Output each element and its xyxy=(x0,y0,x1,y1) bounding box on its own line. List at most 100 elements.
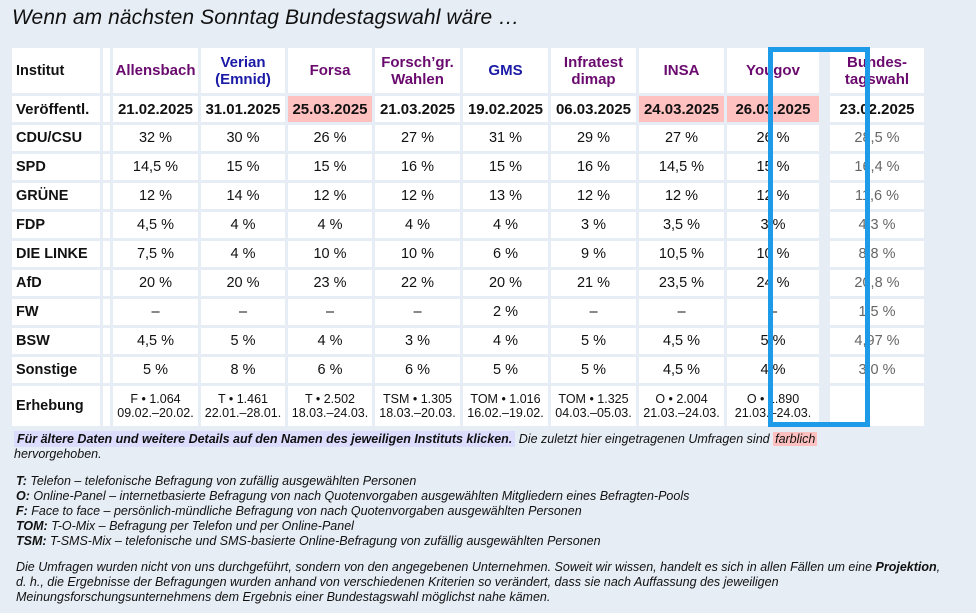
poll-value-text: 27 % xyxy=(664,130,699,146)
poll-value: 4 % xyxy=(463,212,548,238)
institute-link[interactable]: Allensbach xyxy=(113,62,198,79)
poll-value-text: – xyxy=(238,304,248,320)
poll-value-text: 12 % xyxy=(576,188,611,204)
date-label-text: Veröffentl. xyxy=(16,100,90,118)
institute-details-link[interactable]: Für ältere Daten und weitere Details auf… xyxy=(14,431,516,447)
poll-value: 6 % xyxy=(463,241,548,267)
party-name: GRÜNE xyxy=(12,183,100,209)
legend-text: Face to face – persönlich-mündliche Befr… xyxy=(31,504,582,518)
party-name: CDU/CSU xyxy=(12,125,100,151)
publication-date-text: 24.03.2025 xyxy=(643,100,720,118)
party-name-text: GRÜNE xyxy=(16,188,69,204)
poll-value: 12 % xyxy=(288,183,372,209)
poll-value-text: 3 % xyxy=(581,217,606,233)
erhebung-label: Erhebung xyxy=(12,386,100,426)
poll-value: 14,5 % xyxy=(639,154,724,180)
poll-value-text: 4,5 % xyxy=(136,333,175,349)
poll-value: 29 % xyxy=(551,125,636,151)
institute-link[interactable]: GMS xyxy=(463,62,548,79)
institute-header[interactable]: Verian (Emnid) xyxy=(201,48,285,93)
poll-value: 9 % xyxy=(551,241,636,267)
erhebung-method: T • 1.461 xyxy=(217,392,268,406)
result-header[interactable]: Bundes-tagswahl xyxy=(830,48,924,93)
publication-date-text: 21.02.2025 xyxy=(117,100,194,118)
institute-link[interactable]: Verian (Emnid) xyxy=(201,54,285,88)
institute-link[interactable]: Yougov xyxy=(727,62,819,79)
institute-header[interactable]: Infratest dimap xyxy=(551,48,636,93)
party-name-text: FW xyxy=(16,304,39,320)
poll-value: 2 % xyxy=(463,299,548,325)
legend-key: F: xyxy=(16,504,28,518)
poll-value-text: 14,5 % xyxy=(658,159,705,175)
poll-value-text: 4 % xyxy=(760,362,786,378)
institute-header[interactable]: Yougov xyxy=(727,48,819,93)
party-name: SPD xyxy=(12,154,100,180)
poll-value-text: 12 % xyxy=(756,188,790,204)
poll-value: 3 % xyxy=(727,212,819,238)
poll-value-text: 12 % xyxy=(664,188,699,204)
header-row: Institut Allensbach Verian (Emnid) Forsa Fors… xyxy=(12,48,924,93)
poll-value-text: 29 % xyxy=(576,130,611,146)
poll-value-text: 12 % xyxy=(400,188,435,204)
publication-date: 06.03.2025 xyxy=(551,96,636,122)
poll-value-text: – xyxy=(151,304,160,320)
poll-value-text: 5 % xyxy=(143,362,168,378)
result-name-line1: Bundes- xyxy=(847,53,907,71)
note-highlight-word: farblich xyxy=(773,432,818,446)
separator-cell xyxy=(103,154,110,180)
gap-cell xyxy=(822,299,827,325)
poll-value: 10 % xyxy=(727,241,819,267)
publication-date-text: 26.03.2025 xyxy=(735,100,811,118)
erhebung-info: T • 1.461 22.01.–28.01. xyxy=(201,386,285,426)
institute-header[interactable]: GMS xyxy=(463,48,548,93)
legend-item: O: Online-Panel – internetbasierte Befra… xyxy=(16,489,689,504)
institute-header[interactable]: Forsch’gr. Wahlen xyxy=(375,48,460,93)
poll-value: 3 % xyxy=(375,328,460,354)
separator-cell xyxy=(103,125,110,151)
institute-name-line1: Yougov xyxy=(746,62,800,79)
poll-value: 15 % xyxy=(727,154,819,180)
poll-value-text: – xyxy=(768,304,778,320)
poll-value-text: 12 % xyxy=(138,188,173,204)
poll-value-text: 5 % xyxy=(493,362,518,378)
institute-header[interactable]: INSA xyxy=(639,48,724,93)
poll-value-text: 31 % xyxy=(488,130,523,146)
institute-link[interactable]: Forsch’gr. Wahlen xyxy=(375,54,460,88)
party-name-text: DIE LINKE xyxy=(16,246,88,262)
poll-value-text: – xyxy=(325,304,335,320)
erhebung-method: O • 1.890 xyxy=(746,392,800,406)
poll-value-text: 5 % xyxy=(581,362,606,378)
poll-value: 4,5 % xyxy=(113,212,198,238)
disclaimer-part1: Die Umfragen wurden nicht von uns durchg… xyxy=(16,560,873,574)
poll-value-text: 15 % xyxy=(756,159,790,175)
erhebung-info: TOM • 1.325 04.03.–05.03. xyxy=(551,386,636,426)
poll-value: 6 % xyxy=(375,357,460,383)
gap-cell xyxy=(822,96,827,122)
party-name: FDP xyxy=(12,212,100,238)
poll-value: 5 % xyxy=(551,328,636,354)
poll-value-text: – xyxy=(413,304,422,320)
poll-value: 12 % xyxy=(639,183,724,209)
poll-value: 27 % xyxy=(375,125,460,151)
institute-link[interactable]: Forsa xyxy=(288,62,372,79)
separator-cell xyxy=(103,386,110,426)
institute-header[interactable]: Forsa xyxy=(288,48,372,93)
disclaimer-part2: , d. h., die Ergebnisse der Befragungen … xyxy=(16,560,941,604)
publication-date: 19.02.2025 xyxy=(463,96,548,122)
poll-value-text: 10 % xyxy=(400,246,435,262)
erhebung-method: T • 2.502 xyxy=(304,392,355,406)
poll-table: Institut Allensbach Verian (Emnid) Forsa Fors… xyxy=(9,45,927,429)
separator-cell xyxy=(103,241,110,267)
institute-link[interactable]: INSA xyxy=(639,62,724,79)
institute-link[interactable]: Infratest dimap xyxy=(551,54,636,88)
result-link[interactable]: Bundes-tagswahl xyxy=(830,54,924,88)
poll-value-text: 4 % xyxy=(493,217,518,233)
publication-date: 21.03.2025 xyxy=(375,96,460,122)
gap-cell xyxy=(822,386,827,426)
election-result-text: 20,8 % xyxy=(854,275,900,291)
publication-date: 26.03.2025 xyxy=(727,96,819,122)
publication-date-text: 06.03.2025 xyxy=(555,100,632,118)
institute-header[interactable]: Allensbach xyxy=(113,48,198,93)
party-row: BSW 4,5 % 5 % 4 % 3 % 4 % 5 % 4,5 % 5 % 4,97 % xyxy=(12,328,924,354)
poll-value: 31 % xyxy=(463,125,548,151)
